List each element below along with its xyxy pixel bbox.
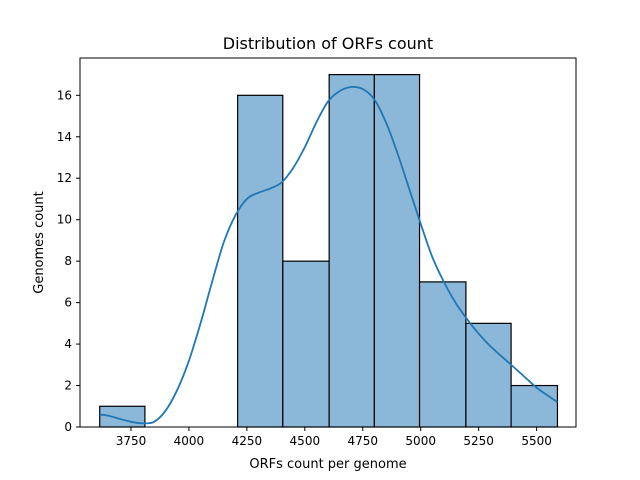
histogram-bar bbox=[465, 322, 512, 428]
histogram-bars bbox=[99, 73, 559, 428]
y-tick-label: 10 bbox=[57, 213, 72, 227]
y-tick-label: 16 bbox=[57, 88, 72, 102]
y-tick-label: 12 bbox=[57, 171, 72, 185]
kde-curve bbox=[99, 86, 558, 425]
histogram-bar bbox=[282, 260, 330, 428]
y-tick-label: 4 bbox=[64, 337, 72, 351]
y-axis-ticks: 0 2 4 6 8 10 12 14 16 bbox=[57, 88, 80, 434]
x-axis-label: ORFs count per genome bbox=[249, 457, 406, 472]
x-tick-label: 4250 bbox=[232, 434, 263, 448]
y-tick-label: 8 bbox=[64, 254, 72, 268]
y-axis-label: Genomes count bbox=[32, 191, 47, 294]
x-tick-label: 4750 bbox=[347, 434, 378, 448]
histogram-bar bbox=[373, 73, 421, 428]
x-tick-label: 4500 bbox=[290, 434, 321, 448]
x-tick-label: 3750 bbox=[116, 434, 147, 448]
y-tick-label: 6 bbox=[64, 296, 72, 310]
histogram-bar bbox=[510, 384, 559, 428]
x-tick-label: 5000 bbox=[405, 434, 436, 448]
histogram-bar bbox=[99, 405, 146, 428]
y-tick-label: 14 bbox=[57, 130, 72, 144]
x-tick-label: 5250 bbox=[463, 434, 494, 448]
x-tick-label: 5500 bbox=[521, 434, 552, 448]
chart-title: Distribution of ORFs count bbox=[223, 34, 433, 53]
histogram-bar bbox=[237, 94, 284, 428]
y-tick-label: 2 bbox=[64, 379, 72, 393]
x-tick-label: 4000 bbox=[174, 434, 205, 448]
histogram-bar bbox=[328, 73, 375, 428]
histogram-bar bbox=[418, 281, 467, 428]
x-axis-ticks: 3750 4000 4250 4500 4750 5000 5250 5500 bbox=[116, 427, 552, 448]
y-tick-label: 0 bbox=[64, 420, 72, 434]
plot-frame bbox=[79, 57, 577, 428]
